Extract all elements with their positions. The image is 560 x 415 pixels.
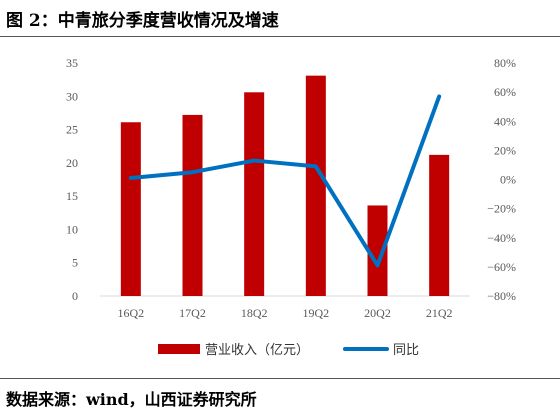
right-axis-tick-label: 20% — [494, 143, 516, 157]
left-axis-tick-label: 0 — [72, 289, 78, 303]
yoy-growth-line — [128, 94, 442, 268]
category-label: 21Q2 — [426, 306, 453, 320]
left-axis-tick-label: 5 — [72, 256, 78, 270]
right-axis-tick-label: −40% — [487, 231, 516, 245]
revenue-bar — [305, 75, 326, 296]
revenue-bar — [182, 114, 203, 296]
category-label: 16Q2 — [117, 306, 144, 320]
revenue-bar — [367, 205, 388, 296]
yoy-growth-point — [129, 177, 132, 180]
right-axis-tick-label: 40% — [494, 114, 516, 128]
left-axis-tick-label: 15 — [66, 189, 78, 203]
top-rule — [0, 36, 560, 37]
right-axis-tick-label: −80% — [487, 289, 516, 303]
legend-revenue-label: 营业收入（亿元） — [205, 343, 309, 358]
right-axis-tick-label: −20% — [487, 202, 516, 216]
yoy-growth-point — [438, 95, 441, 98]
category-label: 17Q2 — [179, 306, 206, 320]
category-label: 20Q2 — [364, 306, 391, 320]
revenue-bar — [120, 122, 141, 297]
revenue-bar — [429, 154, 450, 296]
left-axis-tick-label: 30 — [66, 89, 78, 103]
left-axis-tick-label: 35 — [66, 56, 78, 70]
right-axis-tick-label: 60% — [494, 85, 516, 99]
bottom-rule — [0, 378, 560, 379]
right-axis-tick-label: 0% — [500, 173, 516, 187]
figure-source: 数据来源：wind，山西证券研究所 — [6, 390, 257, 409]
right-axis-tick-label: 80% — [494, 56, 516, 70]
legend-revenue-swatch — [158, 344, 200, 354]
yoy-growth-point — [253, 159, 256, 162]
left-axis-tick-label: 20 — [66, 156, 78, 170]
yoy-growth-point — [314, 165, 317, 168]
yoy-growth-point — [376, 264, 379, 267]
revenue-bar — [244, 92, 265, 296]
right-axis-tick-label: −60% — [487, 260, 516, 274]
legend-yoy-label: 同比 — [393, 343, 419, 358]
yoy-growth-point — [191, 171, 194, 174]
left-axis-tick-label: 10 — [66, 222, 78, 236]
figure-title: 图 2：中青旅分季度营收情况及增速 — [6, 11, 279, 31]
category-label: 19Q2 — [302, 306, 329, 320]
category-label: 18Q2 — [241, 306, 268, 320]
revenue-growth-chart: 0 5 10 15 20 25 30 35 −80% −60% −40% −20% 0% 20% 40% 6… — [66, 56, 516, 358]
left-axis-tick-label: 25 — [66, 123, 78, 137]
